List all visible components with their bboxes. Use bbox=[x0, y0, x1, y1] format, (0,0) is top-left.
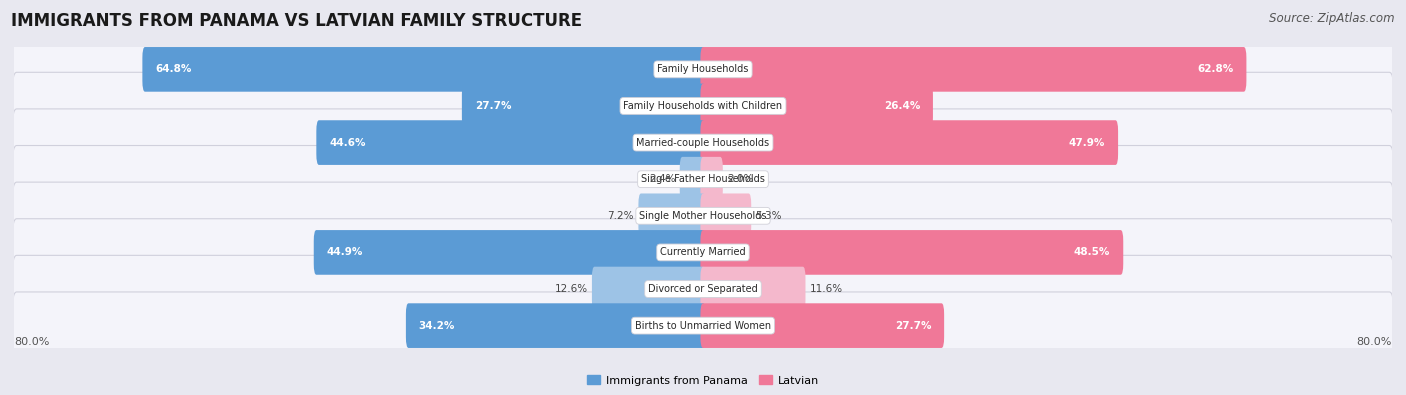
Text: 47.9%: 47.9% bbox=[1069, 137, 1105, 148]
FancyBboxPatch shape bbox=[700, 303, 945, 348]
Text: 27.7%: 27.7% bbox=[894, 321, 931, 331]
FancyBboxPatch shape bbox=[142, 47, 706, 92]
Text: 48.5%: 48.5% bbox=[1074, 247, 1111, 258]
Text: Source: ZipAtlas.com: Source: ZipAtlas.com bbox=[1270, 12, 1395, 25]
Text: 80.0%: 80.0% bbox=[1357, 337, 1392, 347]
Text: IMMIGRANTS FROM PANAMA VS LATVIAN FAMILY STRUCTURE: IMMIGRANTS FROM PANAMA VS LATVIAN FAMILY… bbox=[11, 12, 582, 30]
Text: 34.2%: 34.2% bbox=[419, 321, 456, 331]
FancyBboxPatch shape bbox=[13, 255, 1393, 323]
FancyBboxPatch shape bbox=[13, 36, 1393, 103]
Text: 2.4%: 2.4% bbox=[650, 174, 675, 184]
FancyBboxPatch shape bbox=[13, 109, 1393, 176]
Text: Divorced or Separated: Divorced or Separated bbox=[648, 284, 758, 294]
Text: Married-couple Households: Married-couple Households bbox=[637, 137, 769, 148]
FancyBboxPatch shape bbox=[700, 194, 751, 238]
Text: 2.0%: 2.0% bbox=[727, 174, 754, 184]
FancyBboxPatch shape bbox=[700, 47, 1246, 92]
Text: 44.9%: 44.9% bbox=[326, 247, 363, 258]
Text: 44.6%: 44.6% bbox=[329, 137, 366, 148]
FancyBboxPatch shape bbox=[679, 157, 706, 201]
Text: Currently Married: Currently Married bbox=[661, 247, 745, 258]
Text: 62.8%: 62.8% bbox=[1198, 64, 1233, 74]
FancyBboxPatch shape bbox=[461, 84, 706, 128]
Text: Family Households with Children: Family Households with Children bbox=[623, 101, 783, 111]
Text: 11.6%: 11.6% bbox=[810, 284, 844, 294]
Legend: Immigrants from Panama, Latvian: Immigrants from Panama, Latvian bbox=[582, 371, 824, 390]
Text: Births to Unmarried Women: Births to Unmarried Women bbox=[636, 321, 770, 331]
Text: 64.8%: 64.8% bbox=[155, 64, 191, 74]
FancyBboxPatch shape bbox=[13, 182, 1393, 250]
Text: Single Father Households: Single Father Households bbox=[641, 174, 765, 184]
FancyBboxPatch shape bbox=[13, 292, 1393, 359]
FancyBboxPatch shape bbox=[700, 230, 1123, 275]
FancyBboxPatch shape bbox=[316, 120, 706, 165]
Text: 26.4%: 26.4% bbox=[883, 101, 920, 111]
FancyBboxPatch shape bbox=[700, 84, 934, 128]
Text: 5.3%: 5.3% bbox=[755, 211, 782, 221]
FancyBboxPatch shape bbox=[13, 145, 1393, 213]
FancyBboxPatch shape bbox=[638, 194, 706, 238]
FancyBboxPatch shape bbox=[700, 267, 806, 311]
Text: 12.6%: 12.6% bbox=[554, 284, 588, 294]
FancyBboxPatch shape bbox=[406, 303, 706, 348]
Text: 7.2%: 7.2% bbox=[607, 211, 634, 221]
FancyBboxPatch shape bbox=[13, 219, 1393, 286]
Text: 80.0%: 80.0% bbox=[14, 337, 49, 347]
FancyBboxPatch shape bbox=[592, 267, 706, 311]
Text: Single Mother Households: Single Mother Households bbox=[640, 211, 766, 221]
Text: Family Households: Family Households bbox=[658, 64, 748, 74]
FancyBboxPatch shape bbox=[314, 230, 706, 275]
FancyBboxPatch shape bbox=[700, 120, 1118, 165]
Text: 27.7%: 27.7% bbox=[475, 101, 512, 111]
FancyBboxPatch shape bbox=[700, 157, 723, 201]
FancyBboxPatch shape bbox=[13, 72, 1393, 140]
